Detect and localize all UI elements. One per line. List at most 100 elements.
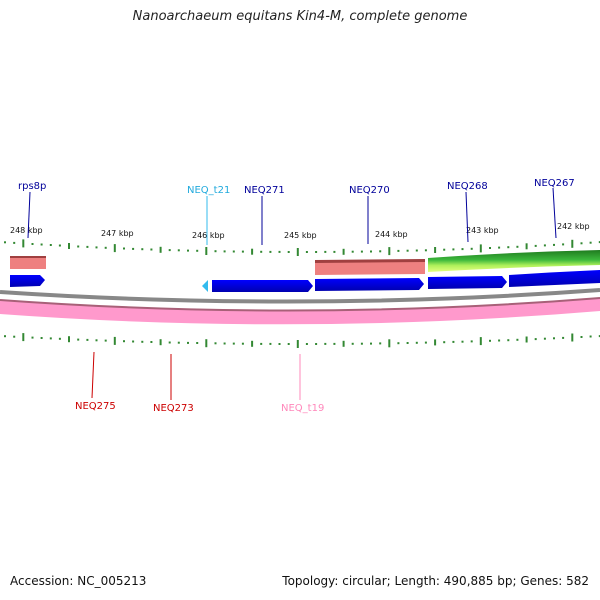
outer-tick [351,250,354,253]
inner-tick [49,337,52,340]
inner-tick [13,335,16,338]
inner-tick [415,341,418,344]
inner-tick [251,340,254,347]
inner-tick [168,341,171,344]
gene-label-neq271[interactable]: NEQ271 [244,185,285,196]
inner-tick [571,333,574,342]
cds-neq271 [212,280,313,292]
inner-tick [479,337,482,346]
outer-tick [251,248,254,255]
outer-tick [49,244,52,246]
inner-tick [489,339,491,342]
outer-tick [168,249,171,252]
map-title: Nanoarchaeum equitans Kin4-M, complete g… [132,9,468,24]
inner-tick [461,340,464,343]
inner-tick [214,342,217,345]
forward-label-leaders [27,187,557,245]
inner-tick [452,340,455,343]
outer-tick [113,244,116,253]
rrna-band-center-edge [315,259,425,263]
outer-tick [104,246,107,249]
rrna-features [10,256,425,275]
inner-tick [388,339,391,348]
outer-tick [379,250,382,253]
outer-tick [4,241,6,244]
outer-tick [415,249,418,252]
inner-tick [232,342,235,345]
outer-tick [580,242,583,245]
inner-tick [305,343,308,345]
outer-tick [196,249,199,252]
inner-tick [296,340,299,348]
inner-tick [77,338,80,341]
inner-tick [534,338,537,341]
outer-tick [534,244,537,247]
cds-neq268 [428,276,507,289]
gene-label-neq-t21[interactable]: NEQ_t21 [187,185,230,196]
reverse-gene-labels: NEQ275 NEQ273 NEQ_t19 [75,401,324,414]
outer-tick [498,246,501,249]
inner-tick [498,339,501,342]
inner-tick [22,333,25,342]
outer-tick [187,249,189,252]
inner-tick [543,337,546,340]
gene-label-rps8p[interactable]: rps8p [18,181,46,192]
outer-tick [452,248,455,251]
gene-label-neq275[interactable]: NEQ275 [75,401,116,412]
inner-tick [150,341,153,343]
inner-tick [4,335,6,338]
outer-tick [333,250,336,253]
outer-tick [434,247,437,253]
accession-text: Accession: NC_005213 [10,574,147,588]
outer-tick [95,246,98,249]
gene-label-neq-t19[interactable]: NEQ_t19 [281,403,324,414]
inner-tick [406,342,409,344]
inner-tick [443,341,446,344]
scale-label-248: 248 kbp [10,226,43,235]
scale-label-246: 246 kbp [192,231,225,240]
outer-tick [562,243,565,246]
cds-neq267 [509,270,600,287]
gene-label-neq267[interactable]: NEQ267 [534,178,575,189]
outer-tick [406,249,409,252]
outer-tick [68,243,70,249]
inner-tick [397,342,400,345]
outer-tick [315,251,318,253]
inner-tick [315,343,318,345]
inner-tick [260,342,263,345]
scale-label-244: 244 kbp [375,230,408,239]
inner-tick [58,337,61,340]
outer-tick [141,248,144,251]
outer-tick [424,249,427,252]
outer-tick [589,241,592,244]
outer-tick [278,250,281,253]
outer-tick [479,244,482,253]
outer-tick [507,246,510,249]
scale-label-242: 242 kbp [557,222,590,231]
inner-tick [598,335,600,338]
outer-tick [470,247,473,250]
outer-tick [305,251,308,253]
outer-tick [553,243,555,246]
inner-tick [287,343,290,345]
inner-tick [95,339,98,342]
gene-label-neq273[interactable]: NEQ273 [153,403,194,414]
forward-strand-track [10,270,600,292]
outer-tick [241,250,244,253]
inner-tick [177,341,180,344]
inner-tick [507,339,510,342]
gene-label-neq270[interactable]: NEQ270 [349,185,390,196]
inner-tick [424,341,427,344]
inner-tick [132,340,135,343]
inner-tick [113,336,116,345]
scale-label-243: 243 kbp [466,226,499,235]
inner-tick [516,338,519,341]
inner-tick [31,336,34,339]
inner-tick [580,336,583,338]
inner-tick [342,340,345,347]
outer-tick [177,249,180,252]
inner-tick [68,336,70,343]
green-feature-band [428,250,600,272]
gene-label-neq268[interactable]: NEQ268 [447,181,488,192]
